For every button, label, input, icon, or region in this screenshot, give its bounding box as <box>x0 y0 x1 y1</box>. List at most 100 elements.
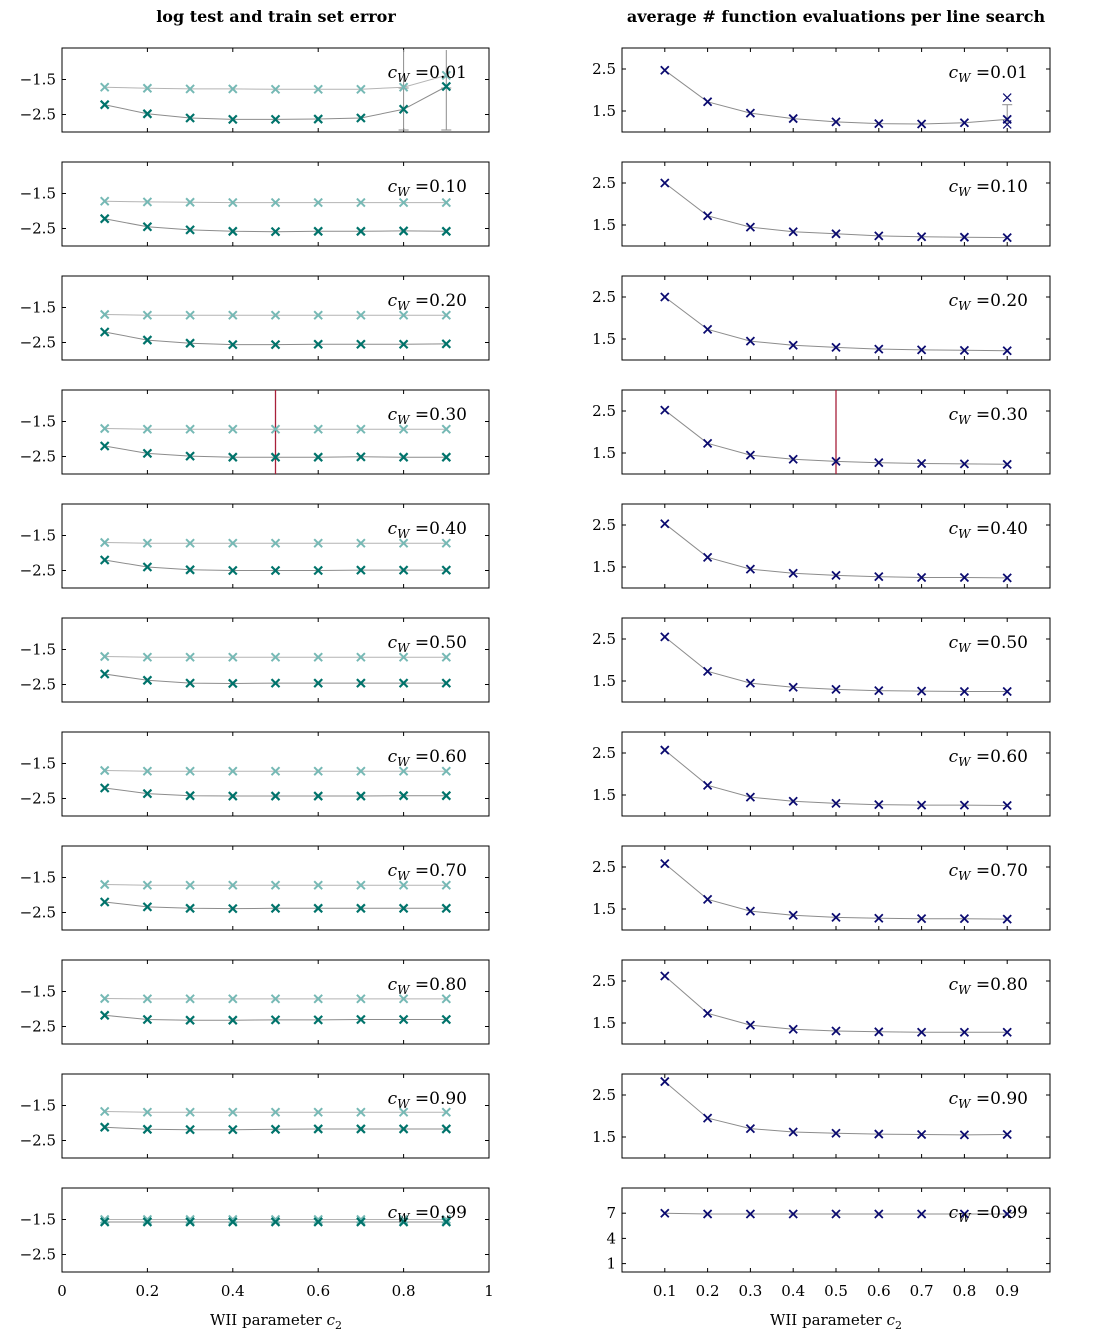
left-train-point-9-1 <box>142 1124 153 1135</box>
left-test-point-2-0 <box>99 309 110 320</box>
left-test-point-8-2 <box>185 994 195 1004</box>
left-train-point-10-6 <box>356 1217 366 1227</box>
right-ytick-label-9-1: 1.5 <box>592 1128 616 1146</box>
left-train-point-9-0 <box>99 1122 110 1132</box>
left-test-point-8-1 <box>142 994 153 1004</box>
left-train-point-2-6 <box>356 339 366 350</box>
right-cw-value-5: =0.50 <box>971 633 1029 653</box>
left-title: log test and train set error <box>156 7 396 26</box>
left-train-point-3-3 <box>228 452 238 462</box>
right-evals-point-0-6 <box>916 119 927 129</box>
left-cw-sub-5: W <box>397 641 411 655</box>
right-evals-point-1-5 <box>874 231 884 241</box>
left-panel-frame-9 <box>61 1073 490 1159</box>
left-test-point-9-0 <box>99 1106 110 1117</box>
left-ytick-label-3-1: −2.5 <box>20 448 56 466</box>
left-test-point-4-4 <box>270 538 281 548</box>
left-train-point-1-6 <box>356 226 366 237</box>
left-test-point-3-8 <box>441 424 452 434</box>
left-test-point-8-6 <box>356 994 366 1004</box>
left-train-point-9-5 <box>313 1124 323 1134</box>
right-xtick-label-1: 0.2 <box>696 1282 720 1300</box>
right-evals-point-9-3 <box>788 1127 798 1137</box>
left-panel-frame-10 <box>61 1187 490 1273</box>
left-test-point-8-7 <box>398 994 409 1004</box>
right-cw-sub-5: W <box>958 641 972 655</box>
left-test-point-7-3 <box>228 880 238 890</box>
left-train-point-4-6 <box>356 565 366 575</box>
left-test-point-6-5 <box>313 766 323 776</box>
left-train-point-2-7 <box>398 339 409 350</box>
left-cw-symbol-0: c <box>388 63 398 83</box>
left-test-point-7-2 <box>185 880 195 890</box>
left-test-point-3-1 <box>142 424 153 434</box>
left-test-point-3-2 <box>185 424 195 434</box>
left-train-point-7-7 <box>398 903 409 914</box>
left-test-point-3-3 <box>228 424 238 434</box>
left-ytick-label-8-0: −1.5 <box>20 983 56 1001</box>
right-evals-point-7-7 <box>959 914 970 924</box>
left-cw-value-0: =0.01 <box>410 63 468 83</box>
left-test-point-5-2 <box>185 652 195 662</box>
left-test-point-10-7 <box>398 1214 409 1225</box>
right-cw-sub-10: W <box>958 1211 972 1225</box>
right-evals-point-4-4 <box>831 570 841 581</box>
left-ytick-label-9-0: −1.5 <box>20 1097 56 1115</box>
left-ytick-label-4-0: −1.5 <box>20 527 56 545</box>
right-cw-sub-0: W <box>958 71 972 85</box>
right-xlabel-var: c <box>887 1311 896 1329</box>
right-cw-symbol-4: c <box>949 519 959 539</box>
right-evals-point-10-1 <box>702 1209 713 1219</box>
left-test-point-6-1 <box>142 766 153 776</box>
right-evals-point-2-8 <box>1002 346 1012 356</box>
right-ytick-label-6-0: 2.5 <box>592 744 616 762</box>
right-cw-symbol-6: c <box>949 747 959 767</box>
left-train-point-5-3 <box>228 678 238 689</box>
left-train-line-1 <box>104 218 447 233</box>
left-test-point-4-2 <box>185 538 195 548</box>
left-cw-label-3: cW =0.30 <box>388 405 467 427</box>
left-train-point-8-2 <box>185 1015 195 1025</box>
left-test-point-0-4 <box>270 84 281 95</box>
right-evals-point-7-0 <box>660 859 670 869</box>
right-cw-label-1: cW =0.10 <box>949 177 1028 199</box>
right-xtick-label-7: 0.8 <box>952 1282 976 1300</box>
left-train-point-10-8 <box>441 1217 452 1227</box>
left-test-point-3-5 <box>313 424 323 434</box>
right-evals-point-4-6 <box>916 572 927 583</box>
left-xlabel-sub: 2 <box>335 1319 342 1332</box>
left-test-point-9-4 <box>270 1107 281 1117</box>
left-train-point-5-8 <box>441 678 452 688</box>
left-cw-symbol-3: c <box>388 405 398 425</box>
left-train-point-9-2 <box>185 1124 195 1135</box>
left-train-point-4-1 <box>142 562 153 572</box>
left-train-point-10-0 <box>99 1217 110 1227</box>
left-cw-label-7: cW =0.70 <box>388 861 467 883</box>
right-cw-value-8: =0.80 <box>971 975 1029 995</box>
right-evals-point-0-0 <box>660 65 670 75</box>
right-xlabel-group: WII parameter c2 <box>770 1311 902 1332</box>
left-test-point-1-7 <box>398 197 409 208</box>
left-cw-label-0: cW =0.01 <box>388 63 467 85</box>
left-test-point-7-8 <box>441 880 452 890</box>
left-test-point-0-7 <box>398 82 409 92</box>
right-evals-point-4-2 <box>745 564 756 574</box>
left-train-point-7-8 <box>441 903 452 914</box>
left-test-point-8-5 <box>313 994 323 1004</box>
left-panel-5: −1.5 −2.5 cW =0.50 <box>20 617 490 703</box>
right-ytick-label-10-2: 1 <box>606 1255 616 1273</box>
left-cw-value-8: =0.80 <box>410 975 468 995</box>
right-evals-point-8-4 <box>831 1026 841 1036</box>
right-evals-point-3-3 <box>788 454 798 464</box>
left-ytick-label-6-0: −1.5 <box>20 755 56 773</box>
left-test-point-0-6 <box>356 84 366 95</box>
left-test-point-7-5 <box>313 880 323 890</box>
left-test-point-9-3 <box>228 1107 238 1117</box>
left-train-point-6-4 <box>270 791 281 801</box>
left-test-point-5-0 <box>99 651 110 662</box>
left-cw-label-5: cW =0.50 <box>388 633 467 655</box>
left-xlabel-var: c <box>327 1311 336 1329</box>
right-ytick-label-9-0: 2.5 <box>592 1086 616 1104</box>
right-evals-point-1-7 <box>959 232 970 242</box>
right-evals-point-2-2 <box>745 336 756 346</box>
